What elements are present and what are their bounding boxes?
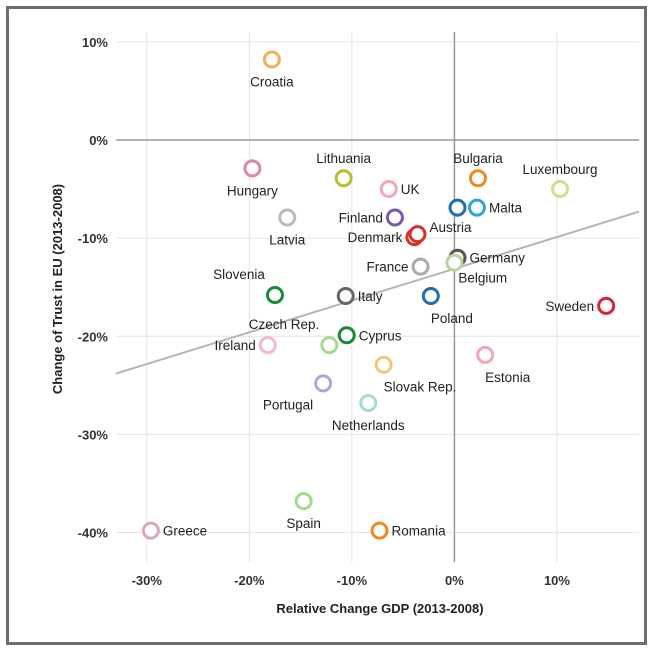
label-france: France [367, 260, 409, 275]
label-hungary: Hungary [227, 183, 278, 198]
point-belgium [445, 253, 464, 272]
point-lithuania [334, 169, 353, 188]
label-belgium: Belgium [458, 271, 507, 286]
point-slovenia [265, 286, 284, 305]
point-poland [421, 287, 440, 306]
label-slovenia: Slovenia [213, 267, 265, 282]
x-tick-label: -10% [337, 573, 368, 588]
y-tick-label: -20% [78, 329, 109, 344]
label-croatia: Croatia [250, 74, 294, 89]
x-tick-label: 0% [445, 573, 464, 588]
label-malta: Malta [489, 201, 523, 216]
chart-frame [6, 6, 647, 645]
point-netherlands [359, 394, 378, 412]
label-romania: Romania [392, 524, 447, 539]
label-poland: Poland [431, 311, 473, 326]
trendline [115, 210, 640, 375]
point-malta [467, 198, 486, 217]
point-austria [408, 225, 427, 244]
y-tick-label: -10% [78, 231, 109, 246]
trendline-group [115, 210, 640, 375]
point-cyprus [337, 326, 356, 345]
point-uk [379, 180, 398, 199]
point-ireland [258, 336, 277, 355]
x-tick-label: -30% [132, 573, 163, 588]
y-tick-label: -40% [78, 526, 109, 541]
label-lithuania: Lithuania [316, 151, 371, 166]
point-france [411, 257, 430, 276]
point-hungary [243, 159, 262, 178]
label-bulgaria: Bulgaria [453, 151, 503, 166]
x-tick-label: 10% [544, 573, 570, 588]
y-tick-label: 10% [82, 35, 108, 50]
label-austria: Austria [429, 220, 472, 235]
point-bulgaria [468, 169, 487, 188]
label-spain: Spain [286, 516, 321, 531]
label-greece: Greece [163, 524, 207, 539]
label-cyprus: Cyprus [359, 328, 402, 343]
label-uk: UK [401, 182, 420, 197]
label-sweden: Sweden [545, 299, 594, 314]
point-portugal [314, 374, 333, 393]
x-axis-title: Relative Change GDP (2013-2008) [276, 601, 483, 616]
label-ireland: Ireland [214, 338, 255, 353]
point-czech-rep [320, 336, 339, 355]
point-slovak-rep [374, 355, 393, 374]
label-latvia: Latvia [269, 233, 306, 248]
label-denmark: Denmark [348, 230, 403, 245]
point-labels: Croatia Hungary Lithuania UK Bulgaria Luxembo… [163, 74, 598, 538]
label-portugal: Portugal [263, 397, 313, 412]
point-latvia [278, 208, 297, 227]
y-axis-title: Change of Trust in EU (2013-2008) [50, 184, 65, 394]
point-unlabeled [448, 198, 467, 217]
label-italy: Italy [358, 289, 383, 304]
y-tick-label: 0% [89, 133, 108, 148]
label-luxembourg: Luxembourg [523, 162, 598, 177]
tick-labels: -30% -20% -10% 0% 10% 10% 0% -10% -20% -30% -40% [78, 35, 571, 588]
point-sweden [597, 296, 616, 315]
point-romania [370, 521, 389, 540]
point-italy [336, 287, 355, 306]
point-spain [294, 492, 313, 511]
label-estonia: Estonia [485, 370, 531, 385]
points-group [141, 50, 616, 540]
label-finland: Finland [339, 211, 383, 226]
point-croatia [262, 50, 281, 69]
y-tick-label: -30% [78, 427, 109, 442]
point-estonia [476, 345, 495, 364]
x-tick-label: -20% [234, 573, 265, 588]
point-greece [141, 521, 160, 540]
label-netherlands: Netherlands [332, 418, 405, 433]
point-finland [385, 208, 404, 227]
label-slovak-rep: Slovak Rep. [384, 380, 457, 395]
point-luxembourg [551, 180, 570, 199]
label-germany: Germany [469, 251, 525, 266]
axes [116, 32, 639, 562]
label-czech-rep: Czech Rep. [249, 317, 320, 332]
